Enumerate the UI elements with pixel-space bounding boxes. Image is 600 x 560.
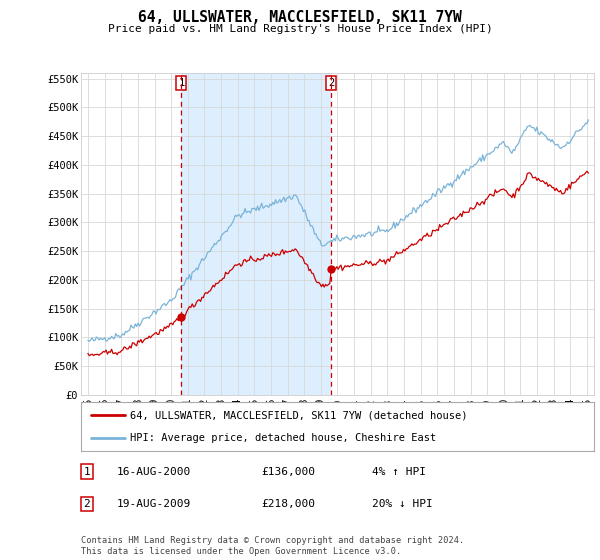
Bar <box>181 73 331 395</box>
Text: 2: 2 <box>328 78 334 87</box>
Text: 1: 1 <box>178 78 185 87</box>
Text: 64, ULLSWATER, MACCLESFIELD, SK11 7YW (detached house): 64, ULLSWATER, MACCLESFIELD, SK11 7YW (d… <box>130 410 467 421</box>
Text: £136,000: £136,000 <box>261 466 315 477</box>
Text: 16-AUG-2000: 16-AUG-2000 <box>117 466 191 477</box>
Text: 64, ULLSWATER, MACCLESFIELD, SK11 7YW: 64, ULLSWATER, MACCLESFIELD, SK11 7YW <box>138 10 462 25</box>
Text: Price paid vs. HM Land Registry's House Price Index (HPI): Price paid vs. HM Land Registry's House … <box>107 24 493 34</box>
Text: £218,000: £218,000 <box>261 499 315 509</box>
Text: Contains HM Land Registry data © Crown copyright and database right 2024.
This d: Contains HM Land Registry data © Crown c… <box>81 536 464 556</box>
Text: 2: 2 <box>83 499 91 509</box>
Text: 19-AUG-2009: 19-AUG-2009 <box>117 499 191 509</box>
Text: 1: 1 <box>83 466 91 477</box>
Text: 20% ↓ HPI: 20% ↓ HPI <box>372 499 433 509</box>
Text: HPI: Average price, detached house, Cheshire East: HPI: Average price, detached house, Ches… <box>130 433 436 444</box>
Text: 4% ↑ HPI: 4% ↑ HPI <box>372 466 426 477</box>
